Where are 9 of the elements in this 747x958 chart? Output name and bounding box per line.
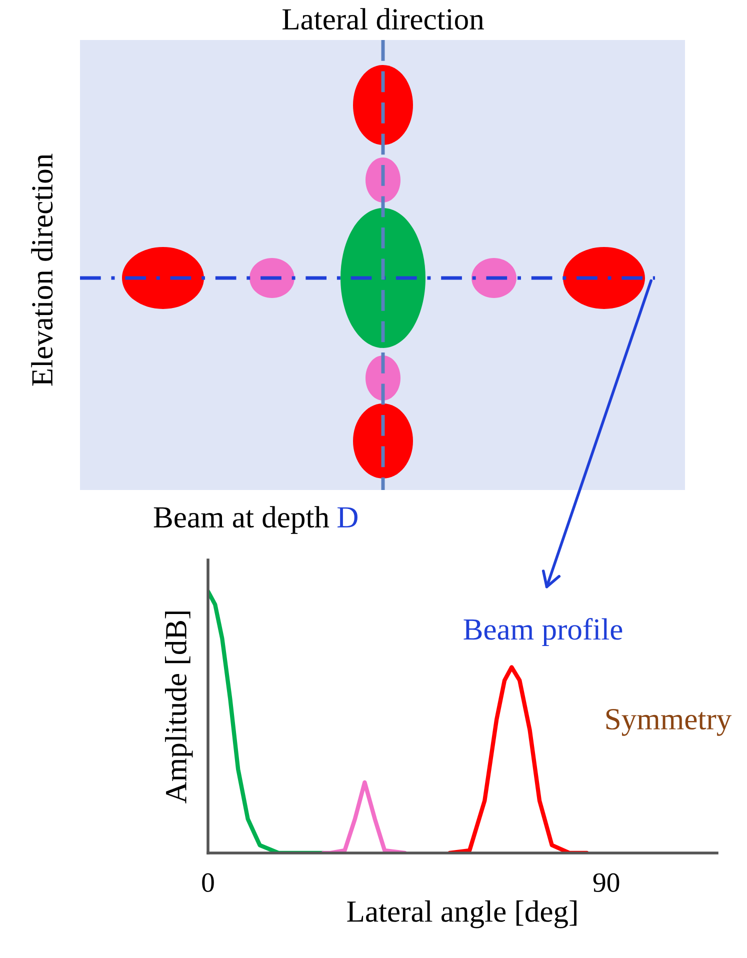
text: Elevation direction [31,154,53,386]
annotation: Symmetry [606,709,732,736]
text: Beam at depth D [154,506,358,534]
annotation: Beam profile [464,618,622,646]
text: Lateral direction [282,8,484,30]
y-axis-title: Amplitude [dB] [165,612,193,804]
x-tick-label: 90 [593,873,620,892]
x-tick-label: 0 [202,873,214,892]
x-axis-title: Lateral angle [deg] [347,900,576,928]
